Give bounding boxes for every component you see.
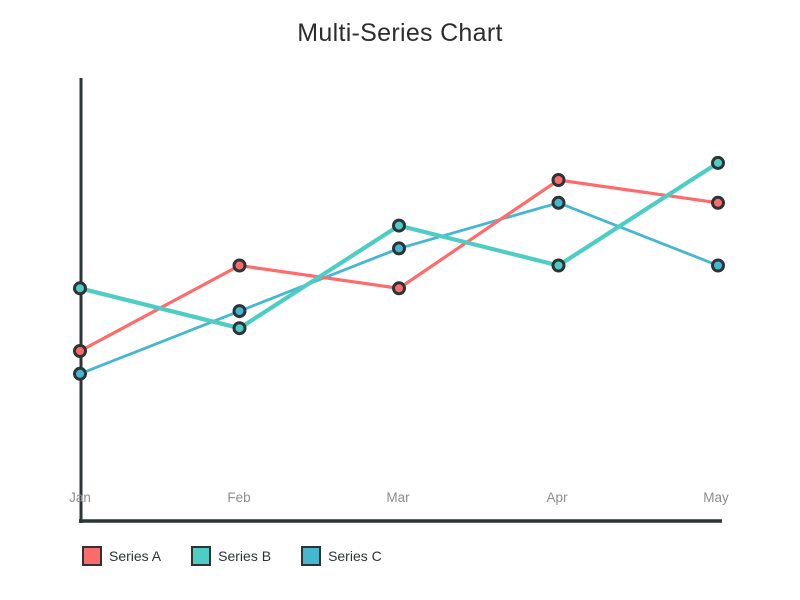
series-layer (73, 155, 725, 381)
x-tick-label-feb: Feb (227, 490, 250, 505)
data-point-marker (232, 321, 247, 336)
data-point-marker (392, 241, 406, 256)
chart-title: Multi-Series Chart (297, 19, 503, 47)
data-point-marker (392, 281, 406, 296)
legend: Series A Series B Series C (82, 546, 382, 566)
x-tick-label-mar: Mar (386, 490, 410, 505)
legend-label-series-a: Series A (109, 548, 162, 564)
x-tick-label-jan: Jan (69, 490, 91, 505)
data-point-marker (73, 281, 87, 296)
legend-label-series-c: Series C (328, 548, 382, 564)
data-point-marker (392, 218, 406, 233)
data-point-marker (232, 304, 247, 319)
x-tick-label-may: May (703, 490, 729, 505)
legend-entry-series-c: Series C (301, 546, 382, 566)
legend-swatch-series-c (301, 546, 322, 566)
data-point-marker (711, 258, 725, 273)
x-axis-tick-labels: Jan Feb Mar Apr May (69, 490, 729, 505)
series-line-series-a (78, 178, 720, 353)
x-tick-label-apr: Apr (546, 490, 568, 505)
legend-label-series-b: Series B (218, 548, 272, 564)
legend-swatch-series-a (82, 546, 102, 566)
legend-swatch-series-b (191, 546, 212, 566)
legend-entry-series-b: Series B (191, 546, 271, 566)
data-point-marker (551, 258, 566, 273)
data-point-marker (711, 155, 725, 170)
legend-entry-series-a: Series A (82, 546, 161, 566)
data-point-marker (73, 366, 87, 381)
data-point-marker (551, 195, 566, 210)
data-point-marker (711, 195, 725, 210)
data-point-marker (232, 258, 247, 273)
data-point-marker (551, 173, 566, 187)
data-point-marker (73, 344, 87, 358)
